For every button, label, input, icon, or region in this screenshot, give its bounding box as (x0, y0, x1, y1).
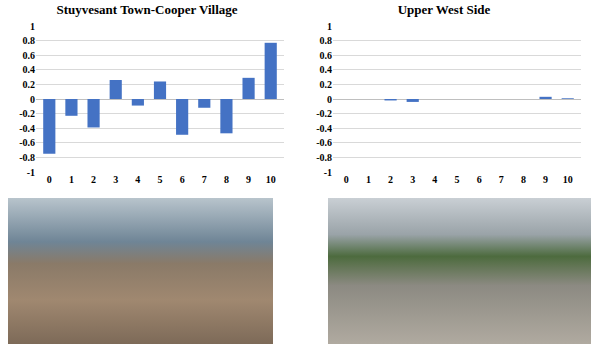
svg-text:5: 5 (158, 174, 163, 185)
svg-text:-0.2: -0.2 (316, 108, 332, 119)
svg-text:-0.8: -0.8 (316, 152, 332, 163)
svg-text:4: 4 (432, 174, 437, 185)
svg-text:0.4: 0.4 (320, 64, 333, 75)
svg-text:2: 2 (91, 174, 96, 185)
svg-text:-0.8: -0.8 (19, 152, 35, 163)
svg-text:0.8: 0.8 (320, 35, 333, 46)
svg-text:1: 1 (30, 21, 35, 32)
svg-text:0: 0 (327, 94, 332, 105)
svg-text:-0.6: -0.6 (316, 137, 332, 148)
svg-text:1: 1 (327, 21, 332, 32)
svg-text:-0.4: -0.4 (316, 123, 332, 134)
svg-text:0.8: 0.8 (23, 35, 36, 46)
svg-text:4: 4 (135, 174, 140, 185)
svg-text:6: 6 (477, 174, 482, 185)
svg-text:10: 10 (563, 174, 573, 185)
svg-text:3: 3 (410, 174, 415, 185)
svg-text:-0.2: -0.2 (19, 108, 35, 119)
svg-text:8: 8 (224, 174, 229, 185)
svg-text:-1: -1 (27, 167, 35, 178)
svg-text:0.6: 0.6 (23, 50, 36, 61)
svg-text:7: 7 (499, 174, 504, 185)
svg-text:0.4: 0.4 (23, 64, 36, 75)
svg-text:3: 3 (113, 174, 118, 185)
svg-text:-0.6: -0.6 (19, 137, 35, 148)
svg-text:1: 1 (69, 174, 74, 185)
svg-text:9: 9 (246, 174, 251, 185)
svg-text:6: 6 (180, 174, 185, 185)
svg-text:-0.4: -0.4 (19, 123, 35, 134)
svg-text:0: 0 (47, 174, 52, 185)
svg-text:5: 5 (455, 174, 460, 185)
svg-text:1: 1 (366, 174, 371, 185)
svg-text:7: 7 (202, 174, 207, 185)
svg-text:10: 10 (266, 174, 276, 185)
svg-text:Upper West Side: Upper West Side (398, 2, 491, 17)
svg-text:0.6: 0.6 (320, 50, 333, 61)
svg-text:0.2: 0.2 (23, 79, 36, 90)
svg-text:8: 8 (521, 174, 526, 185)
svg-text:Stuyvesant Town-Cooper Village: Stuyvesant Town-Cooper Village (56, 2, 237, 17)
svg-text:0: 0 (344, 174, 349, 185)
svg-text:2: 2 (388, 174, 393, 185)
svg-text:0: 0 (30, 94, 35, 105)
svg-text:0.2: 0.2 (320, 79, 333, 90)
svg-text:9: 9 (543, 174, 548, 185)
svg-text:-1: -1 (324, 167, 332, 178)
